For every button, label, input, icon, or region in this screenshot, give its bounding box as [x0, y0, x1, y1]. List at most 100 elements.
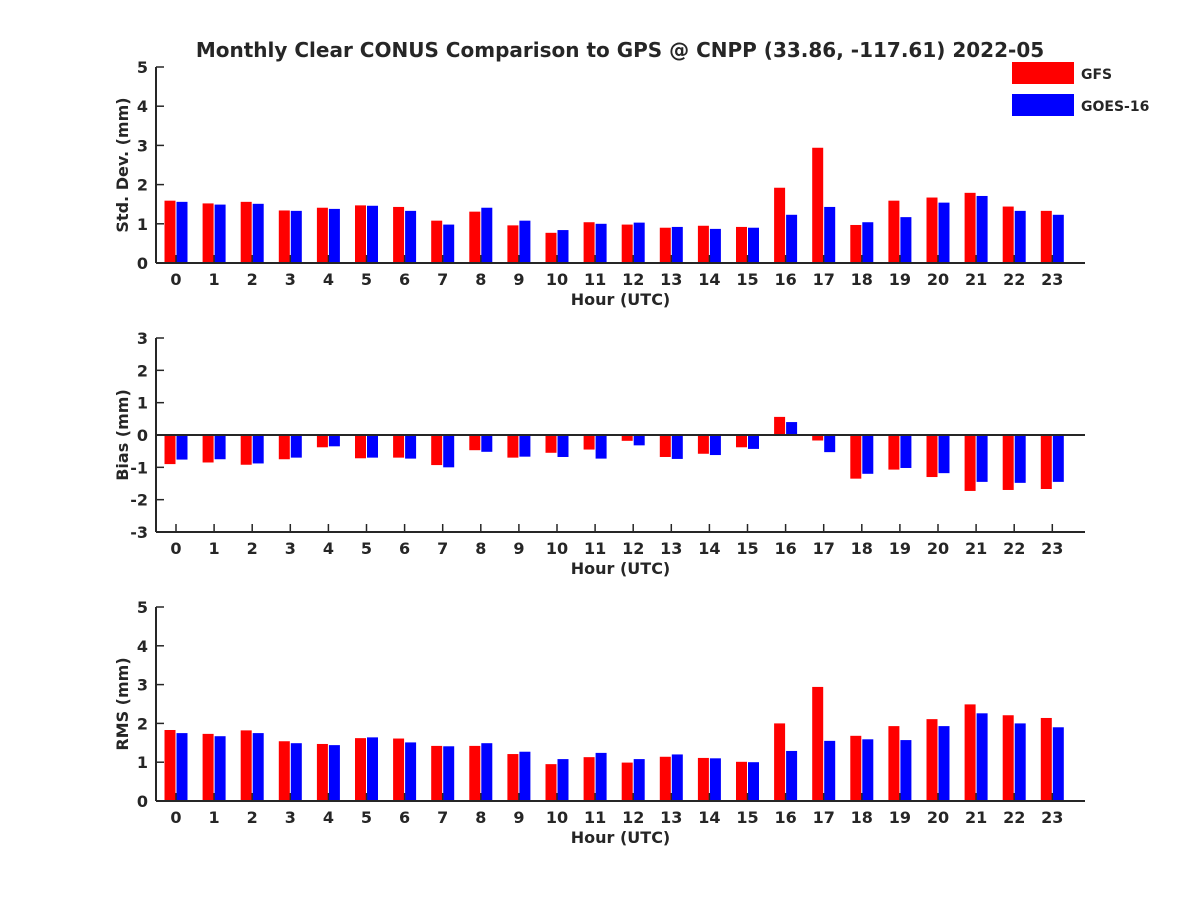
std-dev-x-axis-label: Hour (UTC): [571, 290, 671, 309]
bias-bar-goes16-19: [900, 435, 912, 468]
bias-bar-gfs-18: [850, 435, 862, 479]
rms-bar-goes16-1: [214, 736, 226, 801]
bias-bar-gfs-5: [355, 435, 366, 459]
bias-xtick-label: 17: [813, 539, 835, 558]
rms-bar-gfs-4: [316, 743, 328, 801]
bias-bar-goes16-7: [443, 435, 455, 468]
rms-bar-goes16-11: [595, 752, 607, 801]
rms-bar-gfs-18: [850, 735, 862, 801]
rms-bar-gfs-16: [774, 723, 786, 801]
bias-ytick-label: 0: [137, 426, 148, 445]
legend-swatch-goes16: [1012, 94, 1074, 116]
bias-bar-goes16-10: [557, 435, 569, 457]
std-dev-xtick-label: 23: [1041, 270, 1063, 289]
bias-xtick-label: 21: [965, 539, 987, 558]
bias-xtick-label: 15: [736, 539, 758, 558]
std-dev-bar-goes16-5: [367, 205, 378, 263]
std-dev-xtick-label: 10: [546, 270, 568, 289]
bias-bar-gfs-1: [202, 435, 214, 463]
rms-bar-gfs-2: [240, 730, 252, 801]
bias-bar-gfs-21: [964, 435, 976, 491]
std-dev-bar-goes16-3: [290, 210, 302, 263]
rms-xtick-label: 15: [736, 808, 758, 827]
rms-bar-gfs-22: [1002, 715, 1014, 801]
std-dev-ytick-label: 3: [137, 136, 148, 155]
bias-bar-goes16-16: [786, 422, 798, 435]
std-dev-xtick-label: 6: [399, 270, 410, 289]
std-dev-ytick-label: 5: [137, 58, 148, 77]
std-dev-bar-goes16-1: [214, 204, 226, 263]
bias-x-axis-label: Hour (UTC): [571, 559, 671, 578]
rms-xtick-label: 11: [584, 808, 606, 827]
legend-swatch-gfs: [1012, 62, 1074, 84]
std-dev-bar-gfs-19: [888, 200, 900, 263]
bias-xtick-label: 3: [285, 539, 296, 558]
rms-xtick-label: 16: [774, 808, 796, 827]
rms-bar-gfs-15: [736, 761, 747, 801]
bias-xtick-label: 9: [513, 539, 524, 558]
std-dev-xtick-label: 14: [698, 270, 720, 289]
chart-title: Monthly Clear CONUS Comparison to GPS @ …: [196, 38, 1044, 62]
std-dev-xtick-label: 1: [209, 270, 220, 289]
bias-xtick-label: 18: [851, 539, 873, 558]
std-dev-bar-goes16-21: [976, 195, 988, 263]
std-dev-bar-gfs-5: [355, 205, 366, 263]
rms-bar-gfs-21: [964, 704, 976, 801]
rms-bar-gfs-1: [202, 733, 214, 801]
rms-xtick-label: 14: [698, 808, 720, 827]
std-dev-bar-gfs-21: [964, 192, 976, 263]
rms-bar-goes16-17: [824, 740, 836, 801]
rms-xtick-label: 19: [889, 808, 911, 827]
rms-bar-goes16-8: [481, 743, 493, 801]
bias-bar-goes16-12: [633, 435, 645, 446]
bias-ytick-label: 2: [137, 361, 148, 380]
rms-xtick-label: 2: [247, 808, 258, 827]
rms-xtick-label: 13: [660, 808, 682, 827]
std-dev-ytick-label: 2: [137, 176, 148, 195]
rms-bar-goes16-23: [1052, 727, 1064, 801]
std-dev-bar-gfs-7: [431, 220, 443, 263]
bias-bar-gfs-16: [774, 416, 786, 435]
rms-bar-goes16-0: [176, 733, 188, 801]
std-dev-bar-goes16-10: [557, 230, 569, 263]
bias-xtick-label: 0: [170, 539, 181, 558]
std-dev-bar-goes16-9: [519, 220, 531, 263]
rms-x-axis-label: Hour (UTC): [571, 828, 671, 847]
bias-y-axis-label: Bias (mm): [113, 389, 132, 481]
rms-xtick-label: 3: [285, 808, 296, 827]
std-dev-bar-gfs-13: [659, 227, 671, 263]
bias-bar-gfs-3: [278, 435, 290, 460]
rms-bar-goes16-10: [557, 759, 569, 801]
rms-xtick-label: 12: [622, 808, 644, 827]
rms-bar-goes16-20: [938, 726, 950, 801]
rms-bar-goes16-19: [900, 740, 912, 801]
bias-bar-goes16-1: [214, 435, 226, 460]
bias-bar-goes16-17: [824, 435, 836, 453]
std-dev-bar-goes16-8: [481, 207, 493, 263]
rms-bar-goes16-15: [748, 762, 759, 801]
bias-xtick-label: 11: [584, 539, 606, 558]
std-dev-xtick-label: 4: [323, 270, 334, 289]
bias-bar-gfs-13: [659, 435, 671, 457]
std-dev-xtick-label: 8: [475, 270, 486, 289]
rms-xtick-label: 0: [170, 808, 181, 827]
rms-xtick-label: 4: [323, 808, 334, 827]
bias-bar-goes16-5: [367, 435, 378, 458]
bias-bar-gfs-7: [431, 435, 443, 466]
bias-bar-goes16-21: [976, 435, 988, 482]
std-dev-bar-gfs-18: [850, 224, 862, 263]
std-dev-bar-gfs-20: [926, 197, 938, 263]
bias-ytick-label: -3: [130, 523, 148, 542]
std-dev-xtick-label: 12: [622, 270, 644, 289]
std-dev-xtick-label: 11: [584, 270, 606, 289]
legend-label-gfs: GFS: [1081, 67, 1112, 83]
rms-bar-goes16-22: [1014, 723, 1026, 801]
std-dev-bar-goes16-19: [900, 217, 912, 263]
rms-bar-gfs-23: [1040, 717, 1052, 801]
bias-bar-goes16-14: [709, 435, 721, 456]
bias-xtick-label: 22: [1003, 539, 1025, 558]
std-dev-bar-gfs-3: [278, 210, 290, 263]
bias-xtick-label: 14: [698, 539, 720, 558]
